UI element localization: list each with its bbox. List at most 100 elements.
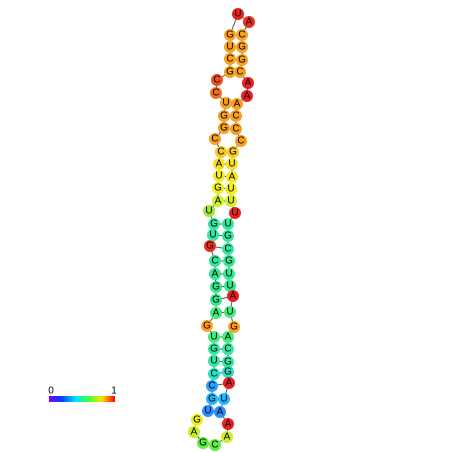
nucleotide-label: C [212, 88, 219, 99]
nucleotide [222, 331, 234, 343]
nucleotide-label: A [234, 99, 241, 110]
nucleotide [225, 183, 237, 195]
nucleotide [197, 437, 209, 449]
nucleotide [222, 218, 234, 230]
nucleotide-label: C [238, 30, 245, 41]
nucleotide [227, 146, 239, 158]
nucleotide [224, 41, 236, 53]
nucleotide-label: A [226, 378, 233, 389]
nucleotide-label: A [213, 308, 220, 319]
nucleotide [227, 290, 239, 302]
nucleotide [213, 170, 225, 182]
nucleotide-label: G [208, 394, 216, 405]
nucleotide-label: U [234, 9, 241, 20]
nucleotide [215, 146, 227, 158]
nucleotide [203, 205, 215, 217]
nucleotide-label: U [220, 394, 227, 405]
nucleotide-label: G [224, 357, 232, 368]
nucleotide-label: G [212, 295, 220, 306]
nucleotide-label: U [226, 281, 233, 292]
nucleotide-label: U [222, 98, 229, 109]
nucleotide-label: C [210, 369, 217, 380]
nucleotide [206, 380, 218, 392]
nucleotide-label: C [211, 440, 218, 451]
nucleotide [204, 240, 216, 252]
nucleotide-label: A [225, 419, 232, 430]
nucleotide-label: U [204, 406, 211, 417]
nucleotide [235, 135, 247, 147]
nucleotide-label: A [217, 407, 224, 418]
nucleotide-label: U [225, 269, 232, 280]
nucleotide [231, 98, 243, 110]
nucleotide-label: A [246, 17, 253, 28]
nucleotide [224, 306, 236, 318]
nucleotide [222, 366, 234, 378]
nucleotide-label: G [226, 67, 234, 78]
nucleotide-label: A [216, 159, 223, 170]
nucleotide-label: U [224, 219, 231, 230]
nucleotide [218, 393, 230, 405]
nucleotide [208, 355, 220, 367]
nucleotide-label: G [225, 256, 233, 267]
nucleotide-label: C [224, 344, 231, 355]
nucleotide-label: A [245, 78, 252, 89]
nucleotide [222, 356, 234, 368]
nucleotide [223, 255, 235, 267]
nucleotide-label: G [220, 123, 228, 134]
nucleotide-label: G [212, 282, 220, 293]
nucleotide [212, 195, 224, 207]
nucleotide [223, 268, 235, 280]
nucleotide [209, 255, 221, 267]
nucleotide-label: U [215, 171, 222, 182]
nucleotide [202, 405, 214, 417]
nucleotide-label: C [237, 136, 244, 147]
nucleotide [218, 110, 230, 122]
nucleotide [220, 97, 232, 109]
nucleotide [221, 431, 233, 443]
nucleotide-label: A [230, 291, 237, 302]
nucleotide-label: U [226, 307, 233, 318]
nucleotide-label: G [220, 111, 228, 122]
nucleotide [224, 280, 236, 292]
nucleotide [218, 122, 230, 134]
nucleotide-label: A [191, 427, 198, 438]
nucleotide-label: A [244, 91, 251, 102]
nucleotide [224, 66, 236, 78]
nucleotide [222, 343, 234, 355]
nucleotide-label: G [238, 42, 246, 53]
nucleotide [230, 123, 242, 135]
colorbar [49, 396, 115, 402]
nucleotide-label: U [227, 196, 234, 207]
nucleotide-label: U [231, 208, 238, 219]
nucleotide [222, 418, 234, 430]
colorbar-min: 0 [48, 386, 54, 397]
nucleotide [208, 331, 220, 343]
nucleotide [230, 110, 242, 122]
nucleotide-label: G [210, 219, 218, 230]
nucleotide-label: G [210, 344, 218, 355]
nucleotide-label: A [215, 196, 222, 207]
nucleotide [224, 53, 236, 65]
nucleotide [241, 90, 253, 102]
nucleotide-label: C [224, 244, 231, 255]
nucleotide [209, 439, 221, 451]
nucleotide [210, 307, 222, 319]
nucleotide-label: U [226, 42, 233, 53]
nucleotide [201, 320, 213, 332]
nucleotide-label: U [209, 230, 216, 241]
nucleotide-label: C [211, 256, 218, 267]
nucleotide-label: A [229, 172, 236, 183]
nucleotide [223, 377, 235, 389]
nucleotide [211, 74, 223, 86]
nucleotide [191, 414, 203, 426]
nucleotide [212, 182, 224, 194]
nucleotide [224, 29, 236, 41]
nucleotide-label: G [226, 30, 234, 41]
nucleotide [208, 368, 220, 380]
nucleotide [243, 16, 255, 28]
nucleotide [236, 41, 248, 53]
nucleotide-label: G [214, 183, 222, 194]
nucleotide [234, 66, 246, 78]
nucleotide-label: A [225, 332, 232, 343]
nucleotide-label: G [206, 241, 214, 252]
